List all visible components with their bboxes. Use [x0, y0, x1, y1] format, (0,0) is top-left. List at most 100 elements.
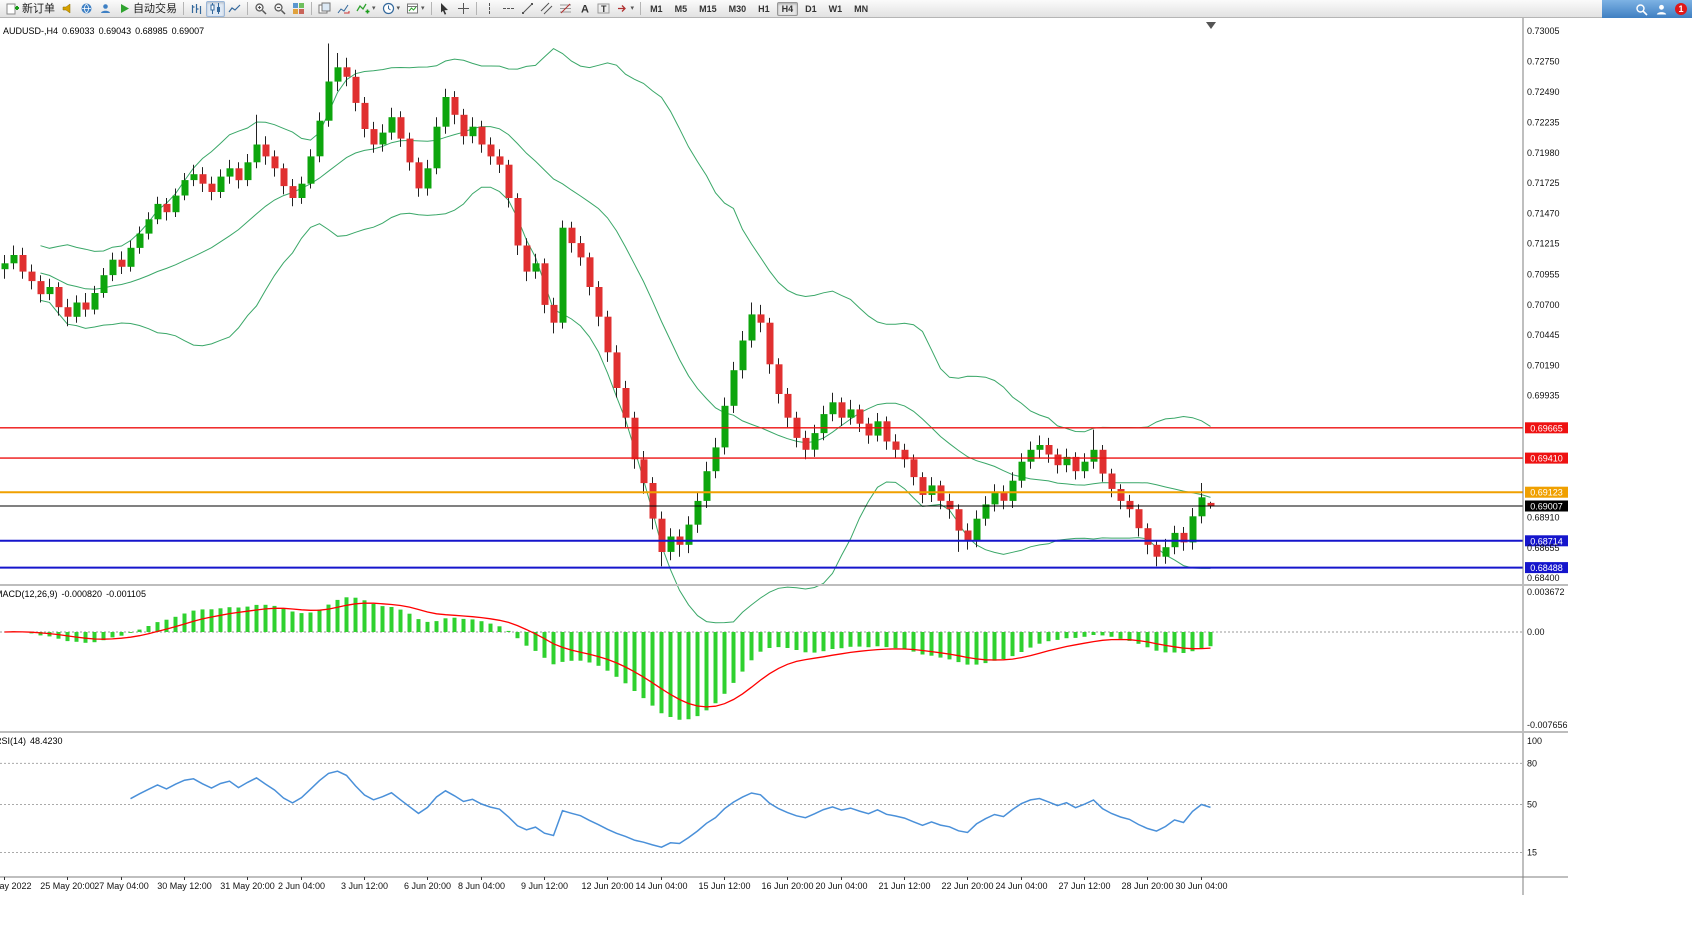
rsi-panel: 100 80 50 15 [0, 736, 1542, 858]
time-axis-label: 6 Jun 20:00 [404, 881, 451, 891]
toolbar-separator [311, 2, 312, 15]
vertical-line-button[interactable] [480, 1, 499, 17]
community-button[interactable] [96, 1, 115, 17]
price-axis-label: 0.70955 [1527, 270, 1560, 280]
notification-badge[interactable]: 1 [1675, 3, 1687, 15]
toolbar-separator [247, 2, 248, 15]
rsi-axis-label: 15 [1527, 848, 1537, 858]
zoom-out-button[interactable] [270, 1, 289, 17]
price-line-label [1525, 535, 1568, 547]
price-line-label [1525, 562, 1568, 574]
timeframe-m5-button[interactable]: M5 [674, 3, 688, 14]
time-axis-label: 16 Jun 20:00 [761, 881, 813, 891]
new-order-button[interactable]: 新订单 [3, 1, 58, 17]
news-button[interactable] [77, 1, 96, 17]
horizontal-line-icon [502, 8, 514, 9]
new-order-label: 新订单 [22, 2, 55, 15]
time-axis-label: 30 May 12:00 [157, 881, 212, 891]
panel-divider[interactable] [0, 731, 1568, 733]
horizontal-line-button[interactable] [499, 1, 518, 17]
price-axis-label: 0.70700 [1527, 300, 1560, 310]
clock-icon [382, 2, 394, 15]
channel-button[interactable] [537, 1, 556, 17]
chart-shift-marker [1206, 22, 1216, 29]
rsi-axis-label: 100 [1527, 736, 1542, 746]
timeframe-m1-button[interactable]: M1 [650, 3, 663, 14]
price-axis-label: 0.69935 [1527, 391, 1560, 401]
time-axis-label: 21 Jun 12:00 [878, 881, 930, 891]
rsi-axis-label: 80 [1527, 758, 1537, 768]
price-axis-label: 0.68910 [1527, 513, 1560, 523]
price-axis[interactable]: 0.73005 0.72750 0.72490 0.72235 0.71980 0.717… [1522, 18, 1560, 895]
vertical-line-icon [488, 3, 490, 14]
price-axis-label: 0.68655 [1527, 543, 1560, 553]
svg-text:A: A [581, 4, 589, 16]
fibonacci-button[interactable] [556, 1, 575, 17]
dropdown-caret-icon: ▾ [421, 4, 425, 12]
cursor-button[interactable] [435, 1, 454, 17]
svg-text:0.69123: 0.69123 [1530, 488, 1563, 498]
price-axis-label: 0.70445 [1527, 330, 1560, 340]
time-axis-label: 25 May 20:00 [40, 881, 95, 891]
auto-arrange-button[interactable] [315, 1, 334, 17]
timeframe-h4-button[interactable]: H4 [776, 1, 799, 16]
user-icon[interactable] [1655, 3, 1668, 16]
timeframe-m15-button[interactable]: M15 [699, 3, 717, 14]
time-axis-label: 20 Jun 04:00 [815, 881, 867, 891]
close-value: 0.69007 [171, 26, 205, 36]
line-chart-button[interactable] [225, 1, 244, 17]
timeframe-m30-button[interactable]: M30 [728, 3, 747, 14]
symbol-period-label: AUDUSD-,H4 [3, 26, 59, 36]
panel-divider[interactable] [0, 584, 1568, 586]
toolbar-separator [640, 2, 642, 15]
price-axis-label: 0.71725 [1527, 178, 1560, 188]
text-label-button[interactable]: T [594, 1, 613, 17]
svg-text:T: T [601, 4, 607, 14]
timeframe-d1-button[interactable]: D1 [805, 3, 817, 14]
time-axis-label: 15 Jun 12:00 [698, 881, 750, 891]
price-axis-label: 0.71980 [1527, 148, 1560, 158]
open-value: 0.69033 [62, 26, 95, 36]
templates-button[interactable]: ▾ [403, 1, 428, 17]
trendline-button[interactable] [518, 1, 537, 17]
rsi-indicator-title: RSI(14)48.4230 [0, 736, 67, 746]
arrange-windows-icon [318, 2, 331, 14]
periods-button[interactable]: ▾ [379, 1, 404, 17]
timeframe-h1-button[interactable]: H1 [758, 3, 770, 14]
cascade-windows-icon [337, 4, 350, 14]
svg-text:0.69410: 0.69410 [1530, 454, 1563, 464]
crosshair-button[interactable] [454, 1, 473, 17]
tile-windows-icon [293, 3, 304, 14]
candlestick-chart-button[interactable] [206, 0, 225, 17]
alerts-button[interactable] [58, 1, 77, 17]
macd-name: MACD(12,26,9) [0, 589, 58, 599]
person-icon [101, 4, 110, 13]
zoom-in-button[interactable] [251, 1, 270, 17]
tile-windows-button[interactable] [289, 1, 308, 17]
arrow-shape-icon [617, 5, 626, 12]
timeframe-mn-button[interactable]: MN [854, 3, 869, 14]
price-axis-label: 0.72750 [1527, 56, 1560, 66]
cascade-windows-button[interactable] [334, 1, 353, 17]
bar-chart-button[interactable] [187, 1, 206, 17]
search-icon[interactable] [1635, 3, 1648, 16]
template-icon [407, 3, 419, 14]
timeframe-group: M1 M5 M15 M30 H1 H4 D1 W1 MN [644, 1, 874, 16]
arrows-button[interactable]: ▾ [613, 1, 638, 17]
bar-chart-icon [191, 4, 202, 14]
svg-text:0.69007: 0.69007 [1530, 502, 1563, 512]
text-button[interactable]: A [575, 1, 594, 17]
macd-axis-label: 0.003672 [1527, 587, 1565, 597]
new-order-icon [6, 3, 19, 15]
dropdown-caret-icon: ▾ [630, 4, 635, 12]
cursor-icon [440, 3, 448, 15]
time-axis-label: 27 Jun 12:00 [1058, 881, 1110, 891]
chart-canvas[interactable]: 0.69665 0.69410 0.69123 0.68714 0.68488 0.690… [0, 18, 1692, 895]
macd-axis-label: -0.007656 [1527, 720, 1568, 730]
text-icon: A [581, 4, 589, 16]
indicators-button[interactable]: ▾ [353, 1, 379, 17]
autotrading-button[interactable]: 自动交易 [115, 1, 180, 17]
timeframe-w1-button[interactable]: W1 [828, 3, 843, 14]
